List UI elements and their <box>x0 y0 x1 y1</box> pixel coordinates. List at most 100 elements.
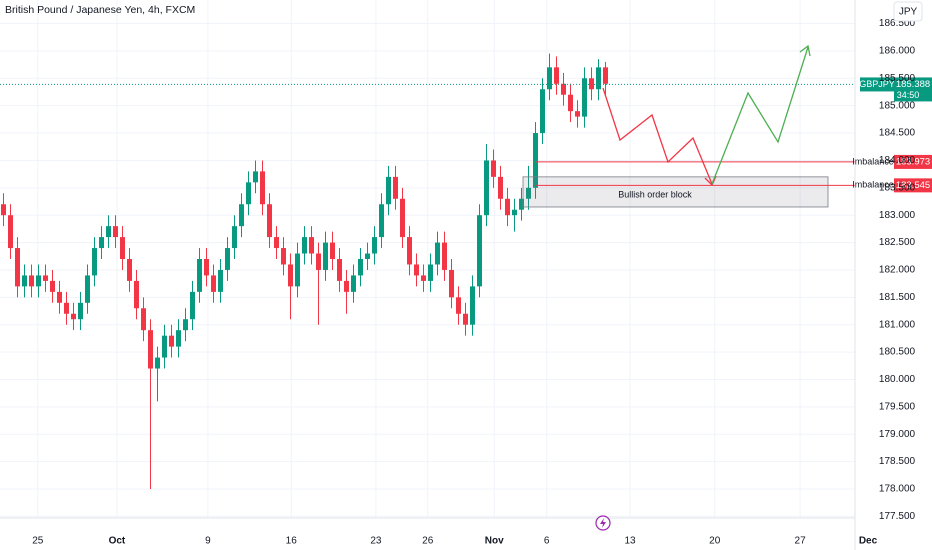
candle-body <box>421 275 426 281</box>
candle-body <box>316 253 321 270</box>
candle-body <box>365 253 370 259</box>
currency-box[interactable] <box>893 1 923 22</box>
order-block <box>522 176 829 208</box>
candle-body <box>260 171 265 205</box>
y-tick-label: 186.000 <box>879 46 916 57</box>
candle-body <box>358 259 363 276</box>
currency-label[interactable]: JPY <box>899 7 918 18</box>
y-tick-label: 184.000 <box>879 155 916 166</box>
candle-body <box>148 330 153 369</box>
x-tick-label: 13 <box>624 536 636 547</box>
candle-body <box>414 264 419 276</box>
y-tick-label: 182.000 <box>879 265 916 276</box>
candle-body <box>596 67 601 90</box>
last-price-tag <box>894 77 932 102</box>
y-tick-label: 178.500 <box>879 456 916 467</box>
candle-body <box>127 259 132 281</box>
candle-body <box>99 237 104 249</box>
projection-arrowhead <box>799 44 811 57</box>
candle-body <box>141 308 146 331</box>
y-tick-label: 180.000 <box>879 374 916 385</box>
chart-title: British Pound / Japanese Yen, 4h, FXCM <box>5 4 195 16</box>
candle-body <box>498 176 503 199</box>
symbol-label: GBPJPY <box>859 79 895 89</box>
y-tick-label: 180.500 <box>879 347 916 358</box>
y-tick-label: 185.500 <box>879 73 916 84</box>
candle-body <box>162 335 167 358</box>
candle-body <box>344 280 349 292</box>
candle-body <box>295 253 300 287</box>
x-tick-label: 25 <box>32 536 44 547</box>
candles <box>1 53 608 489</box>
candle-body <box>113 226 118 238</box>
candle-body <box>400 198 405 238</box>
y-tick-label: 177.500 <box>879 511 916 522</box>
candle-body <box>211 275 216 292</box>
candle-body <box>232 226 237 249</box>
level-value: 183.545 <box>896 180 930 191</box>
candle-body <box>484 160 489 216</box>
bullish-projection <box>711 46 809 185</box>
candle-body <box>15 248 20 287</box>
candle-body <box>337 259 342 281</box>
candle-body <box>225 248 230 270</box>
candle-body <box>106 226 111 238</box>
level-tag <box>894 178 932 193</box>
level-tag <box>894 154 932 169</box>
candle-body <box>246 182 251 205</box>
candle-body <box>589 78 594 90</box>
bearish-projection <box>602 87 713 185</box>
candle-body <box>134 280 139 309</box>
candle-body <box>22 275 27 287</box>
x-tick-label: 20 <box>709 536 721 547</box>
candle-body <box>71 313 76 320</box>
candle-body <box>330 242 335 259</box>
candle-body <box>323 242 328 270</box>
candle-body <box>309 237 314 254</box>
candle-body <box>302 237 307 254</box>
candle-body <box>505 198 510 216</box>
x-tick-label: 16 <box>286 536 298 547</box>
candle-body <box>512 209 517 216</box>
y-tick-label: 186.500 <box>879 18 916 29</box>
candle-body <box>218 269 223 292</box>
candle-body <box>582 78 587 117</box>
candle-body <box>526 187 531 199</box>
order-block-label: Bullish order block <box>618 189 692 199</box>
candle-body <box>204 259 209 276</box>
candle-body <box>197 259 202 292</box>
candle-body <box>1 204 6 216</box>
candle-body <box>477 215 482 287</box>
candle-body <box>43 275 48 281</box>
y-tick-label: 179.500 <box>879 401 916 412</box>
candle-body <box>491 160 496 177</box>
candle-body <box>183 319 188 331</box>
candle-body <box>372 237 377 254</box>
candle-body <box>78 302 83 320</box>
axes: 177.500 178.000 178.500 179.000 179.500 180.0… <box>32 18 915 546</box>
level-value: 183.973 <box>896 156 930 167</box>
candle-body <box>547 67 552 90</box>
candle-body <box>463 313 468 325</box>
candle-body <box>267 204 272 238</box>
candle-body <box>155 357 160 369</box>
candle-body <box>120 237 125 259</box>
candle-body <box>92 248 97 276</box>
last-price-value: 185.388 <box>896 79 930 90</box>
candle-body <box>274 237 279 249</box>
candle-body <box>561 83 566 95</box>
candle-body <box>190 291 195 320</box>
candle-body <box>253 171 258 183</box>
candle-body <box>64 302 69 314</box>
candle-body <box>449 269 454 298</box>
candle-body <box>288 264 293 287</box>
x-tick-label: 9 <box>205 536 211 547</box>
candle-body <box>435 242 440 265</box>
event-icon-bolt <box>600 518 606 528</box>
candle-body <box>575 111 580 117</box>
candle-body <box>176 330 181 347</box>
x-tick-label: 23 <box>370 536 382 547</box>
x-tick-label: 27 <box>795 536 807 547</box>
